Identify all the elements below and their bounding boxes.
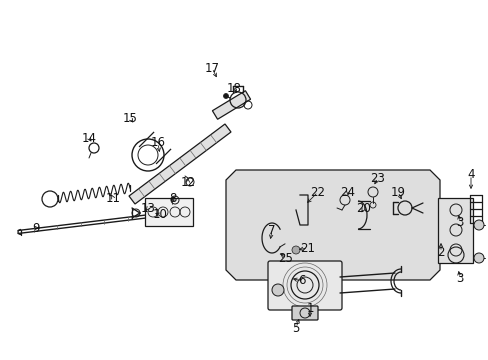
Text: 4: 4	[467, 168, 474, 181]
Text: 23: 23	[370, 171, 385, 184]
Circle shape	[223, 94, 228, 99]
Text: 20: 20	[356, 202, 371, 215]
Circle shape	[271, 284, 284, 296]
Text: 15: 15	[122, 112, 137, 125]
Text: 3: 3	[455, 271, 463, 284]
Bar	[145, 198, 193, 226]
Text: 3: 3	[455, 216, 463, 229]
Bar	[437, 198, 472, 263]
Text: 24: 24	[340, 185, 355, 198]
Polygon shape	[129, 124, 230, 204]
Text: 11: 11	[105, 192, 120, 204]
Text: 6: 6	[298, 274, 305, 288]
Text: 18: 18	[226, 81, 241, 94]
Text: 1: 1	[305, 302, 313, 315]
Text: 8: 8	[169, 192, 176, 204]
FancyBboxPatch shape	[291, 306, 317, 320]
Text: 16: 16	[150, 136, 165, 149]
Text: 9: 9	[32, 221, 40, 234]
Text: 14: 14	[81, 131, 96, 144]
Circle shape	[473, 253, 483, 263]
Text: 13: 13	[140, 202, 155, 215]
Text: 12: 12	[180, 176, 195, 189]
Text: 25: 25	[278, 252, 293, 265]
Text: 2: 2	[436, 246, 444, 258]
Text: 21: 21	[300, 242, 315, 255]
Polygon shape	[225, 170, 439, 280]
Circle shape	[473, 220, 483, 230]
Text: 10: 10	[152, 208, 167, 221]
Circle shape	[291, 246, 299, 254]
Text: 22: 22	[310, 185, 325, 198]
Text: 19: 19	[390, 185, 405, 198]
FancyBboxPatch shape	[267, 261, 341, 310]
Polygon shape	[212, 91, 250, 119]
Text: 5: 5	[292, 321, 299, 334]
Text: 17: 17	[204, 62, 219, 75]
Text: 7: 7	[268, 224, 275, 237]
